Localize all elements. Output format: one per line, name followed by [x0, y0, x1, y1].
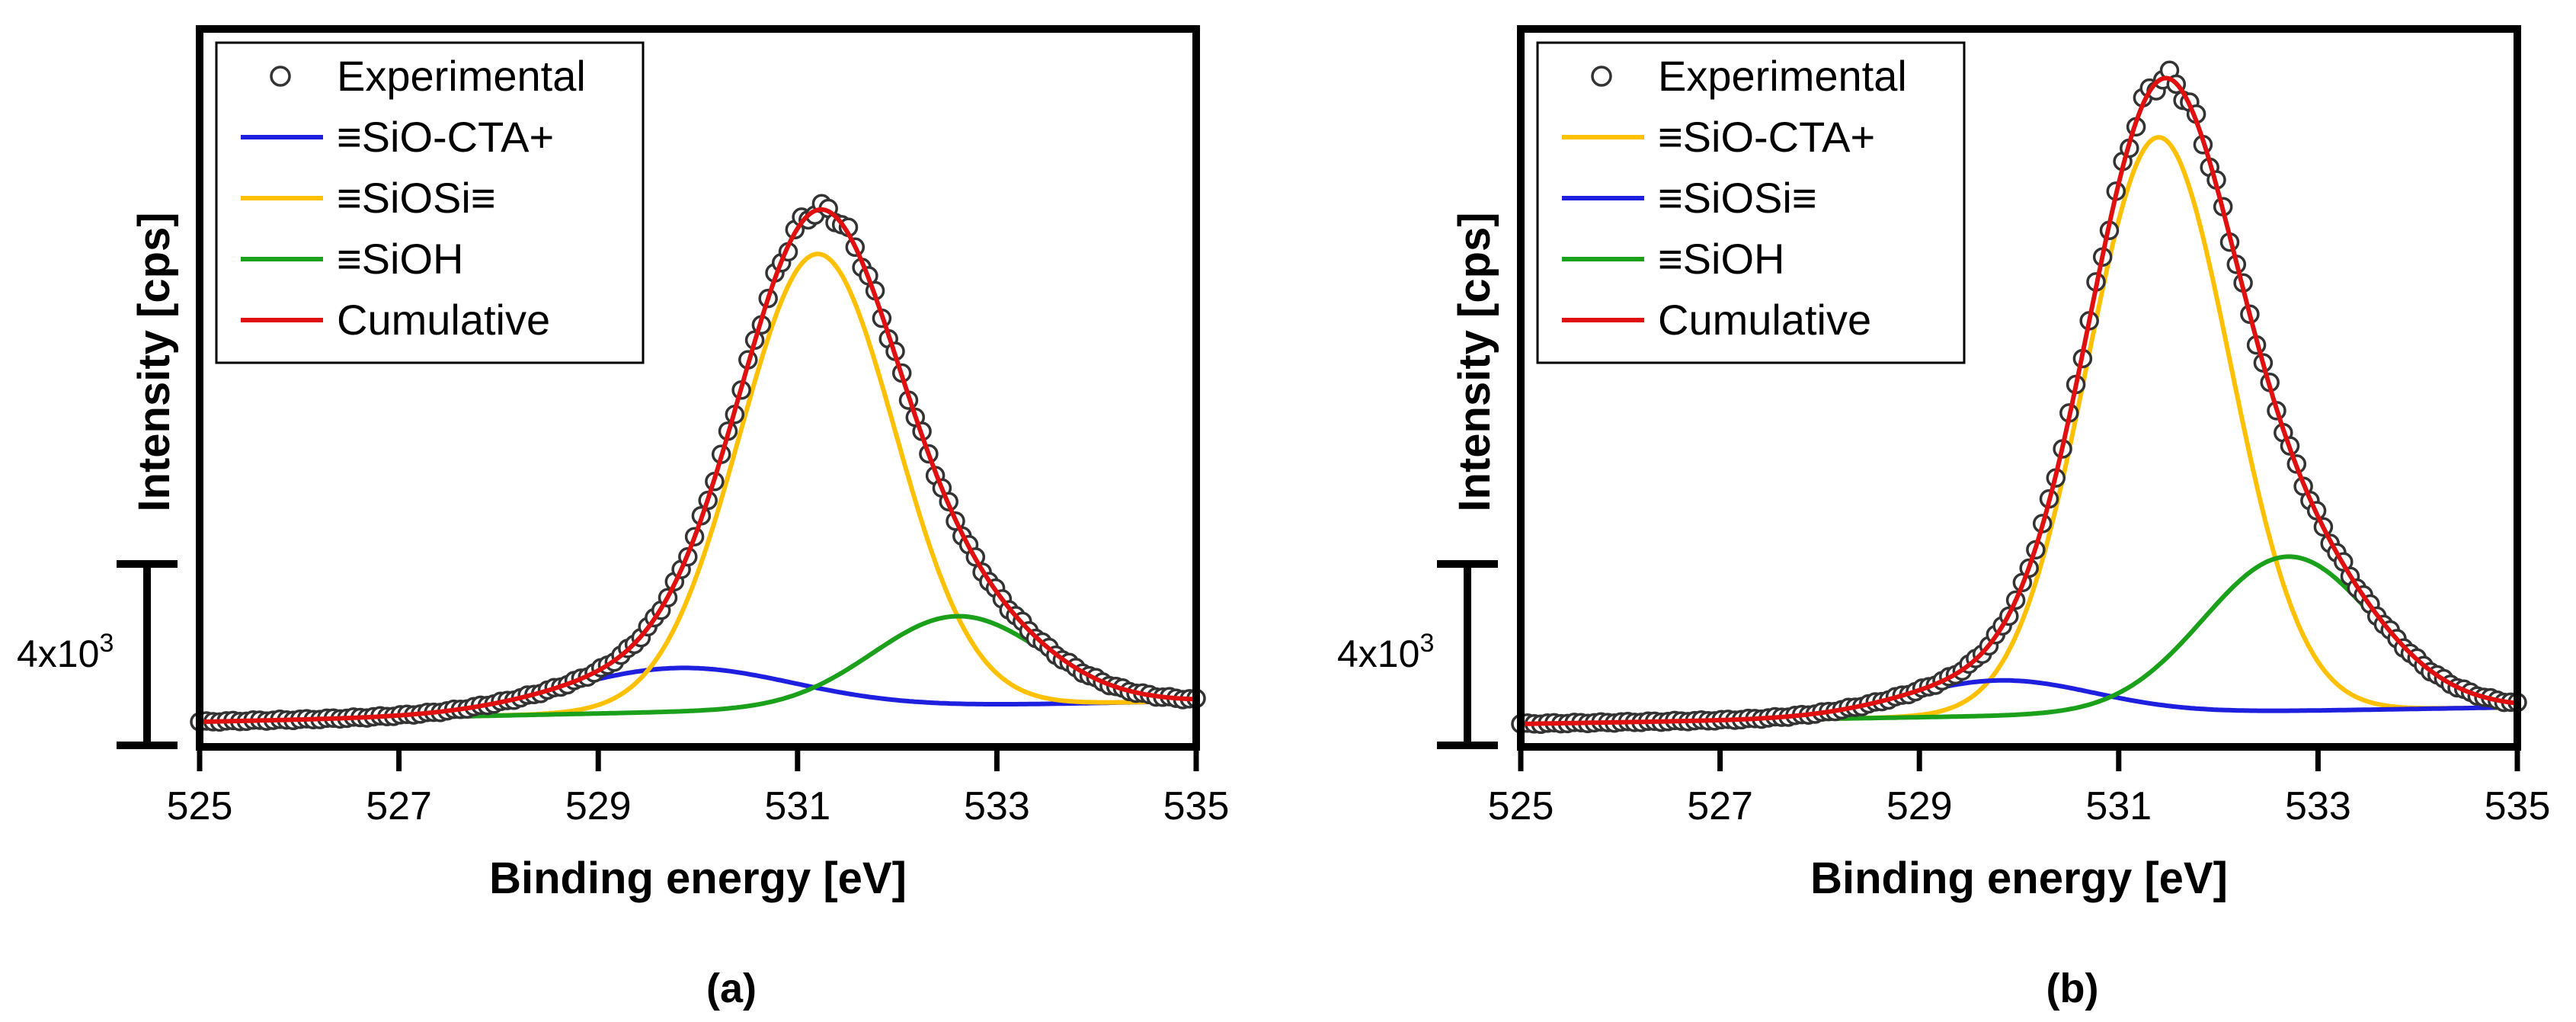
- panel-a-scale-bar-label: 4x103: [17, 629, 114, 675]
- panel-b-x-tick-label: 531: [2085, 784, 2152, 828]
- panel-b-scale-bar-label-exp: 3: [1419, 629, 1434, 658]
- panel-a-plot-area: [190, 194, 1206, 732]
- panel-a-x-tick-label: 527: [366, 784, 432, 828]
- panel-a-legend-marker-experimental: [270, 66, 291, 87]
- panel-a-caption: (a): [706, 966, 757, 1011]
- panel-a-legend: Experimental ≡SiO-CTA+ ≡SiOSi≡ ≡SiOH Cumulat…: [215, 41, 645, 364]
- panel-b-frame: [1517, 25, 2521, 751]
- panel-b-legend-label-siosi: ≡SiOSi≡: [1658, 174, 1817, 222]
- panel-b-legend-marker-experimental: [1591, 66, 1612, 87]
- panel-a-scale-bar-label-base: 4x10: [17, 633, 99, 675]
- panel-b-scale-bar-label-base: 4x10: [1337, 633, 1419, 675]
- panel-a-x-ticks: 525 527 529 531 533 535: [167, 747, 1230, 828]
- panel-a-legend-label-cumulative: Cumulative: [337, 296, 550, 344]
- panel-a-curve-cumulative: [200, 207, 1197, 725]
- panel-a-legend-box: [215, 41, 645, 364]
- panel-a-x-axis-label: Binding energy [eV]: [489, 854, 907, 903]
- panel-a-x-tick-label: 533: [964, 784, 1030, 828]
- panel-a-x-tick-label: 529: [565, 784, 632, 828]
- panel-a-x-tick-label: 531: [764, 784, 830, 828]
- panel-a-x-tick-label: 525: [167, 784, 233, 828]
- panel-b-x-tick-label: 527: [1687, 784, 1753, 828]
- panel-a: 525 527 529 531 533 535 Binding energy [eV] I…: [17, 25, 1230, 1011]
- panel-b-x-ticks: 525 527 529 531 533 535: [1488, 747, 2551, 828]
- panel-b-legend-label-sio-cta: ≡SiO-CTA+: [1658, 113, 1875, 161]
- panel-b-x-tick-label: 525: [1488, 784, 1554, 828]
- panel-b-y-axis-label: Intensity [cps]: [1450, 212, 1499, 511]
- panel-b-curve-cumulative: [1520, 75, 2518, 726]
- panel-b-plot-area: [1511, 60, 2527, 735]
- panel-a-legend-label-sioh: ≡SiOH: [337, 235, 463, 283]
- panel-a-y-axis-label: Intensity [cps]: [130, 212, 179, 511]
- panel-a-legend-label-siosi: ≡SiOSi≡: [337, 174, 496, 222]
- panel-b-legend-label-cumulative: Cumulative: [1658, 296, 1871, 344]
- panel-b-x-tick-label: 535: [2485, 784, 2551, 828]
- panel-a-scale-bar: 4x103: [17, 560, 178, 749]
- panel-a-legend-label-sio-cta: ≡SiO-CTA+: [337, 113, 554, 161]
- panel-b-legend-label-experimental: Experimental: [1658, 52, 1907, 100]
- panel-b: 525 527 529 531 533 535 Binding energy [eV] I…: [1337, 25, 2551, 1011]
- panel-b-x-tick-label: 533: [2285, 784, 2351, 828]
- panel-b-scale-bar: 4x103: [1337, 560, 1498, 749]
- panel-a-x-tick-label: 535: [1163, 784, 1230, 828]
- panel-a-scale-bar-label-exp: 3: [99, 629, 114, 658]
- panel-b-caption: (b): [2046, 966, 2099, 1011]
- panel-b-x-axis-label: Binding energy [eV]: [1810, 854, 2228, 903]
- panel-b-legend: Experimental ≡SiO-CTA+ ≡SiOSi≡ ≡SiOH Cumulat…: [1536, 41, 1966, 364]
- panel-b-x-tick-label: 529: [1886, 784, 1953, 828]
- panel-a-legend-label-experimental: Experimental: [337, 52, 586, 100]
- panel-b-legend-box: [1536, 41, 1966, 364]
- panel-a-frame: [196, 25, 1200, 751]
- panel-b-legend-label-sioh: ≡SiOH: [1658, 235, 1784, 283]
- panel-b-scale-bar-label: 4x103: [1337, 629, 1434, 675]
